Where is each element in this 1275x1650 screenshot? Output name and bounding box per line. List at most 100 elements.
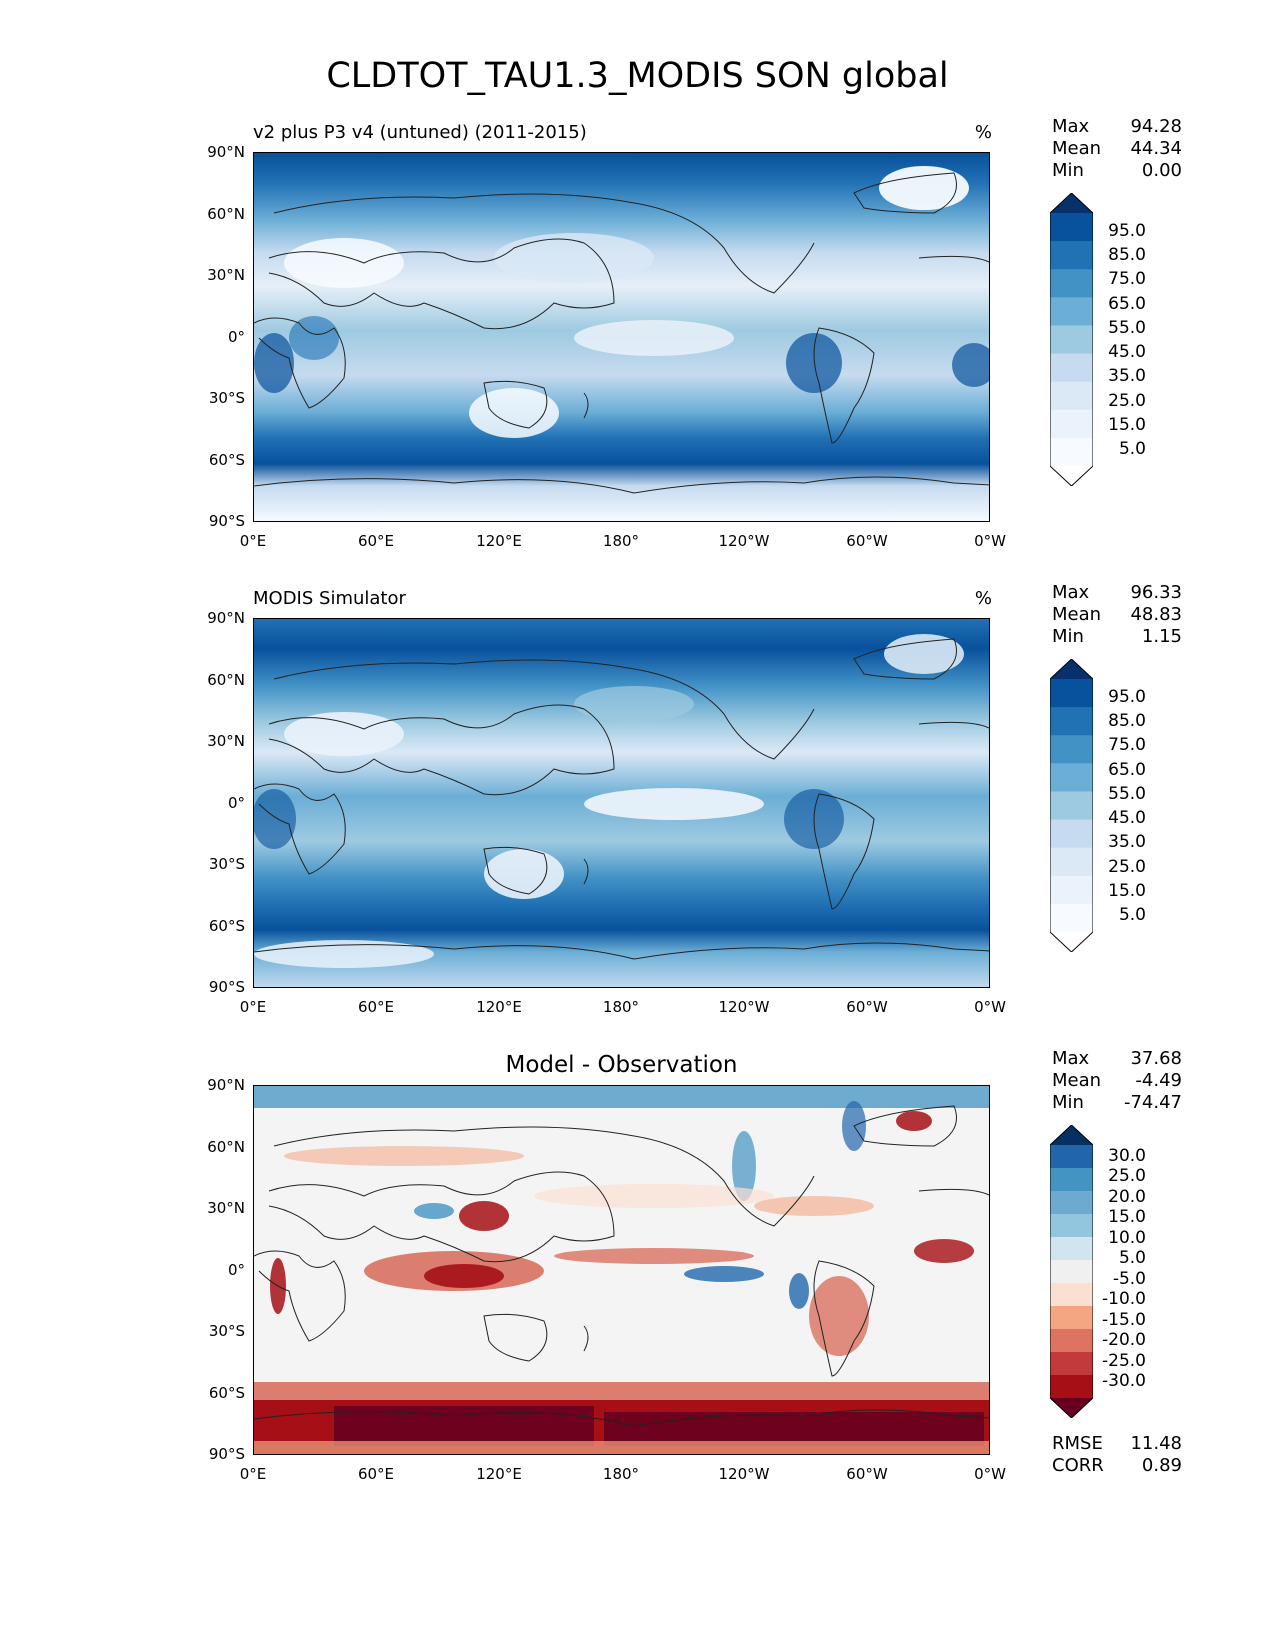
stat-label: Max bbox=[1052, 116, 1090, 137]
stat-value: 0.00 bbox=[1141, 160, 1182, 181]
colorbar-bin bbox=[1050, 679, 1093, 708]
stat-value: 44.34 bbox=[1130, 138, 1182, 159]
lat-tick: 30°N bbox=[207, 266, 245, 284]
lon-tick: 120°W bbox=[718, 998, 770, 1016]
panel-3-title: Model - Observation bbox=[505, 1052, 738, 1078]
colorbar-label: 95.0 bbox=[1108, 221, 1146, 241]
colorbar-label: 15.0 bbox=[1108, 1207, 1146, 1227]
lat-tick: 0° bbox=[227, 1261, 245, 1279]
panel-3-colorbar bbox=[1049, 1124, 1094, 1419]
lat-tick: 60°N bbox=[207, 1138, 245, 1156]
colorbar-bin bbox=[1050, 437, 1093, 467]
colorbar-label: 15.0 bbox=[1108, 881, 1146, 901]
lat-tick: 60°S bbox=[208, 451, 245, 469]
panel-2-colorbar-labels: 95.0 85.0 75.0 65.0 55.0 45.0 35.0 25.0 … bbox=[1096, 659, 1176, 952]
stat-label: RMSE bbox=[1052, 1433, 1103, 1454]
colorbar-label: 55.0 bbox=[1108, 784, 1146, 804]
stat-label: Mean bbox=[1052, 604, 1102, 625]
lon-tick: 0°E bbox=[239, 532, 267, 550]
colorbar-label: 5.0 bbox=[1118, 1248, 1146, 1268]
colorbar-label: 95.0 bbox=[1108, 687, 1146, 707]
panel-1-map bbox=[253, 152, 990, 522]
colorbar-label: -5.0 bbox=[1112, 1269, 1146, 1289]
colorbar-label: -20.0 bbox=[1102, 1330, 1146, 1350]
stat-value: 1.15 bbox=[1141, 626, 1182, 647]
colorbar-label: 65.0 bbox=[1108, 760, 1146, 780]
colorbar-bin bbox=[1050, 707, 1093, 736]
lat-tick: 0° bbox=[227, 328, 245, 346]
lat-tick: 90°N bbox=[207, 609, 245, 627]
panel-2-unit: % bbox=[974, 588, 992, 609]
stat-label: Min bbox=[1052, 1092, 1084, 1113]
colorbar-label: 75.0 bbox=[1108, 735, 1146, 755]
stat-label: Min bbox=[1052, 626, 1084, 647]
colorbar-label: -15.0 bbox=[1102, 1310, 1146, 1330]
panel-3-stats: Max 37.68 Mean -4.49 Min -74.47 bbox=[1052, 1048, 1182, 1114]
lat-tick: 60°S bbox=[208, 917, 245, 935]
figure-title: CLDTOT_TAU1.3_MODIS SON global bbox=[326, 56, 949, 96]
lon-tick: 120°W bbox=[718, 1465, 770, 1483]
stat-label: Mean bbox=[1052, 1070, 1102, 1091]
panel-1-colorbar-labels: 95.0 85.0 75.0 65.0 55.0 45.0 35.0 25.0 … bbox=[1096, 193, 1176, 486]
lat-tick: 90°N bbox=[207, 143, 245, 161]
lon-tick: 0°E bbox=[239, 1465, 267, 1483]
colorbar-label: 55.0 bbox=[1108, 318, 1146, 338]
colorbar-label: 15.0 bbox=[1108, 415, 1146, 435]
colorbar-label: 35.0 bbox=[1108, 832, 1146, 852]
colorbar-bin bbox=[1050, 791, 1093, 821]
stat-value: 0.89 bbox=[1141, 1455, 1182, 1476]
colorbar-bin bbox=[1050, 1191, 1093, 1215]
lon-tick: 180° bbox=[602, 998, 640, 1016]
colorbar-bin bbox=[1050, 297, 1093, 326]
panel-3-map bbox=[253, 1085, 990, 1455]
panel-2-stats: Max 96.33 Mean 48.83 Min 1.15 bbox=[1052, 582, 1182, 648]
stat-value: 11.48 bbox=[1130, 1433, 1182, 1454]
panel-1-colorbar bbox=[1049, 192, 1094, 487]
lat-tick: 30°S bbox=[208, 389, 245, 407]
stat-label: Max bbox=[1052, 1048, 1090, 1069]
colorbar-label: 35.0 bbox=[1108, 366, 1146, 386]
panel-3-extra-stats: RMSE 11.48 CORR 0.89 bbox=[1052, 1433, 1182, 1477]
panel-1-title: v2 plus P3 v4 (untuned) (2011-2015) bbox=[253, 122, 587, 143]
panel-2-colorbar bbox=[1049, 658, 1094, 953]
colorbar-bin bbox=[1050, 1260, 1093, 1284]
colorbar-bin bbox=[1050, 381, 1093, 411]
lon-tick: 60°W bbox=[846, 1465, 888, 1483]
stat-value: -74.47 bbox=[1123, 1092, 1182, 1113]
colorbar-label: 85.0 bbox=[1108, 711, 1146, 731]
lat-tick: 90°S bbox=[208, 1445, 245, 1463]
colorbar-label: 25.0 bbox=[1108, 857, 1146, 877]
colorbar-extend-max bbox=[1050, 1125, 1093, 1145]
stat-value: 48.83 bbox=[1130, 604, 1182, 625]
lat-tick: 30°N bbox=[207, 1199, 245, 1217]
colorbar-label: 65.0 bbox=[1108, 294, 1146, 314]
colorbar-bin bbox=[1050, 269, 1093, 298]
lat-tick: 30°N bbox=[207, 732, 245, 750]
stat-value: 94.28 bbox=[1130, 116, 1182, 137]
colorbar-label: 45.0 bbox=[1108, 808, 1146, 828]
stat-label: Max bbox=[1052, 582, 1090, 603]
panel-2-title: MODIS Simulator bbox=[253, 588, 406, 609]
stat-value: 96.33 bbox=[1130, 582, 1182, 603]
colorbar-bin bbox=[1050, 819, 1093, 849]
lon-tick: 120°E bbox=[476, 998, 522, 1016]
lat-tick: 90°N bbox=[207, 1076, 245, 1094]
colorbar-label: 5.0 bbox=[1118, 439, 1146, 459]
colorbar-label: 75.0 bbox=[1108, 269, 1146, 289]
lon-tick: 180° bbox=[602, 1465, 640, 1483]
colorbar-bin bbox=[1050, 241, 1093, 270]
colorbar-label: 5.0 bbox=[1118, 905, 1146, 925]
colorbar-label: -25.0 bbox=[1102, 1351, 1146, 1371]
colorbar-label: 45.0 bbox=[1108, 342, 1146, 362]
colorbar-label: 25.0 bbox=[1108, 1166, 1146, 1186]
colorbar-bin bbox=[1050, 1306, 1093, 1330]
lon-tick: 60°W bbox=[846, 998, 888, 1016]
colorbar-label: 20.0 bbox=[1108, 1187, 1146, 1207]
panel-1-unit: % bbox=[974, 122, 992, 143]
lat-tick: 90°S bbox=[208, 512, 245, 530]
colorbar-bin bbox=[1050, 409, 1093, 439]
lat-tick: 30°S bbox=[208, 1322, 245, 1340]
colorbar-extend-max bbox=[1050, 659, 1093, 679]
colorbar-bin bbox=[1050, 1145, 1093, 1169]
lon-tick: 0°W bbox=[974, 998, 1006, 1016]
